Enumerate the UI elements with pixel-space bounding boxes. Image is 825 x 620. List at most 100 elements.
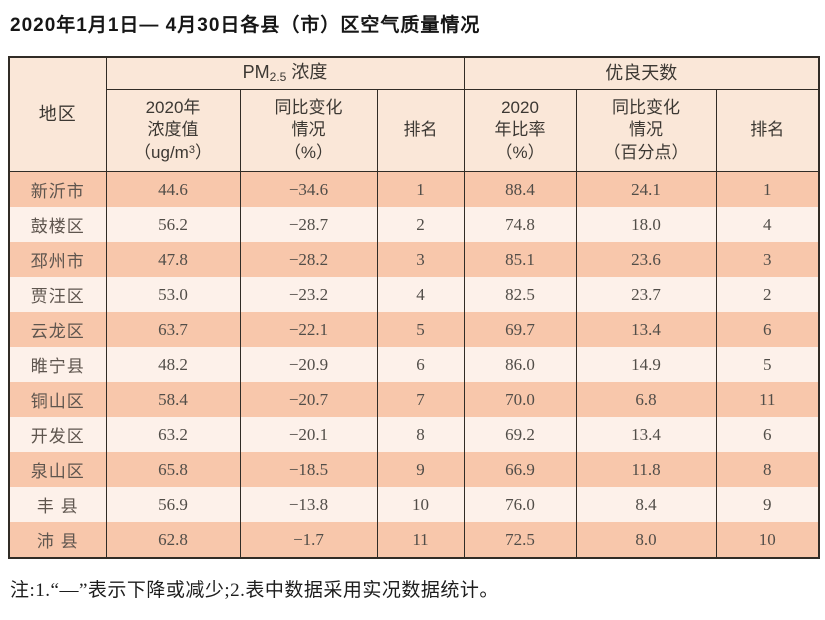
table-row: 云龙区 63.7 −22.1 5 69.7 13.4 6 — [8, 312, 820, 347]
cell-good-rank: 10 — [715, 522, 820, 558]
col-header-good-change: 同比变化 情况 （百分点） — [575, 89, 717, 172]
cell-region: 邳州市 — [8, 242, 107, 277]
cell-pm-change: −18.5 — [239, 452, 378, 487]
cell-pm-change: −28.7 — [239, 207, 378, 242]
page-title: 2020年1月1日— 4月30日各县（市）区空气质量情况 — [10, 15, 481, 36]
cell-pm-change: −20.1 — [239, 417, 378, 452]
group-header-row: 地区 PM2.5 浓度 优良天数 — [8, 56, 820, 172]
cell-region: 铜山区 — [8, 382, 107, 417]
cell-good-rate: 76.0 — [463, 487, 577, 522]
cell-good-rate: 69.7 — [463, 312, 577, 347]
cell-pm-value: 56.2 — [105, 207, 241, 242]
cell-good-change: 6.8 — [575, 382, 717, 417]
pm-change-header-line1: 同比变化 — [274, 97, 343, 117]
cell-pm-value: 65.8 — [105, 452, 241, 487]
cell-pm-value: 53.0 — [105, 277, 241, 312]
table-row: 鼓楼区 56.2 −28.7 2 74.8 18.0 4 — [8, 207, 820, 242]
cell-good-rank: 4 — [715, 207, 820, 242]
cell-good-rate: 86.0 — [463, 347, 577, 382]
cell-pm-rank: 5 — [376, 312, 465, 347]
cell-good-rate: 72.5 — [463, 522, 577, 558]
cell-region: 新沂市 — [8, 171, 107, 207]
table-row: 丰 县 56.9 −13.8 10 76.0 8.4 9 — [8, 487, 820, 522]
pm25-subscript: 2.5 — [269, 70, 287, 85]
cell-good-change: 13.4 — [575, 417, 717, 452]
cell-pm-value: 62.8 — [105, 522, 241, 558]
cell-good-change: 23.7 — [575, 277, 717, 312]
cell-region: 丰 县 — [8, 487, 107, 522]
cell-pm-change: −1.7 — [239, 522, 378, 558]
table-row: 贾汪区 53.0 −23.2 4 82.5 23.7 2 — [8, 277, 820, 312]
cell-good-rank: 6 — [715, 312, 820, 347]
cell-good-rate: 70.0 — [463, 382, 577, 417]
col-group-good-days: 优良天数 — [463, 56, 820, 90]
col-header-good-rank: 排名 — [715, 89, 820, 172]
cell-pm-rank: 8 — [376, 417, 465, 452]
cell-good-rate: 82.5 — [463, 277, 577, 312]
pm25-label-suffix: 浓度 — [286, 62, 328, 83]
cell-good-rate: 85.1 — [463, 242, 577, 277]
cell-good-rank: 5 — [715, 347, 820, 382]
cell-pm-rank: 9 — [376, 452, 465, 487]
good-change-header-unit: （百分点） — [603, 142, 689, 162]
cell-good-change: 18.0 — [575, 207, 717, 242]
cell-region: 沛 县 — [8, 522, 107, 558]
cell-pm-rank: 6 — [376, 347, 465, 382]
air-quality-table: 地区 PM2.5 浓度 优良天数 2020年 浓度值 （ug/m3） 同比变化 … — [8, 56, 821, 559]
cell-pm-value: 48.2 — [105, 347, 241, 382]
cell-pm-rank: 11 — [376, 522, 465, 558]
table-row: 邳州市 47.8 −28.2 3 85.1 23.6 3 — [8, 242, 820, 277]
cell-good-change: 8.0 — [575, 522, 717, 558]
cell-pm-value: 47.8 — [105, 242, 241, 277]
pm-unit-prefix: （ug/m — [134, 142, 189, 162]
pm-change-header-unit: （%） — [283, 142, 334, 162]
col-group-pm25: PM2.5 浓度 — [105, 56, 465, 90]
good-rate-header-unit: （%） — [495, 142, 545, 162]
cell-good-rate: 69.2 — [463, 417, 577, 452]
table-row: 铜山区 58.4 −20.7 7 70.0 6.8 11 — [8, 382, 820, 417]
cell-pm-value: 56.9 — [105, 487, 241, 522]
cell-good-change: 8.4 — [575, 487, 717, 522]
cell-good-rate: 88.4 — [463, 171, 577, 207]
col-header-pm-value: 2020年 浓度值 （ug/m3） — [105, 89, 241, 172]
cell-good-change: 13.4 — [575, 312, 717, 347]
table-row: 沛 县 62.8 −1.7 11 72.5 8.0 10 — [8, 522, 820, 558]
cell-pm-value: 58.4 — [105, 382, 241, 417]
good-change-header-line2: 情况 — [629, 120, 664, 140]
cell-good-change: 24.1 — [575, 171, 717, 207]
cell-good-rank: 9 — [715, 487, 820, 522]
cell-pm-rank: 10 — [376, 487, 465, 522]
cell-pm-change: −34.6 — [239, 171, 378, 207]
cell-good-rate: 74.8 — [463, 207, 577, 242]
cell-good-rank: 3 — [715, 242, 820, 277]
cell-pm-change: −22.1 — [239, 312, 378, 347]
cell-region: 开发区 — [8, 417, 107, 452]
col-header-region: 地区 — [8, 56, 107, 172]
cell-region: 鼓楼区 — [8, 207, 107, 242]
col-header-pm-change: 同比变化 情况 （%） — [239, 89, 378, 172]
cell-good-rank: 1 — [715, 171, 820, 207]
cell-region: 贾汪区 — [8, 277, 107, 312]
cell-region: 泉山区 — [8, 452, 107, 487]
sub-header-row: 2020年 浓度值 （ug/m3） 同比变化 情况 （%） 排名 2020 年比… — [9, 89, 820, 172]
cell-pm-rank: 7 — [376, 382, 465, 417]
cell-pm-change: −13.8 — [239, 487, 378, 522]
cell-pm-value: 44.6 — [105, 171, 241, 207]
pm-value-header-line2: 浓度值 — [147, 120, 199, 140]
cell-good-rank: 6 — [715, 417, 820, 452]
pm-unit-superscript: 3 — [188, 143, 195, 156]
cell-good-change: 11.8 — [575, 452, 717, 487]
good-rate-header-line2: 年比率 — [494, 120, 546, 140]
cell-good-rank: 8 — [715, 452, 820, 487]
cell-pm-change: −28.2 — [239, 242, 378, 277]
cell-pm-rank: 3 — [376, 242, 465, 277]
table-row: 泉山区 65.8 −18.5 9 66.9 11.8 8 — [8, 452, 820, 487]
cell-pm-change: −23.2 — [239, 277, 378, 312]
good-change-header-line1: 同比变化 — [612, 97, 681, 117]
cell-pm-value: 63.7 — [105, 312, 241, 347]
cell-pm-rank: 1 — [376, 171, 465, 207]
cell-pm-change: −20.9 — [239, 347, 378, 382]
cell-good-rate: 66.9 — [463, 452, 577, 487]
pm-change-header-line2: 情况 — [291, 120, 326, 140]
